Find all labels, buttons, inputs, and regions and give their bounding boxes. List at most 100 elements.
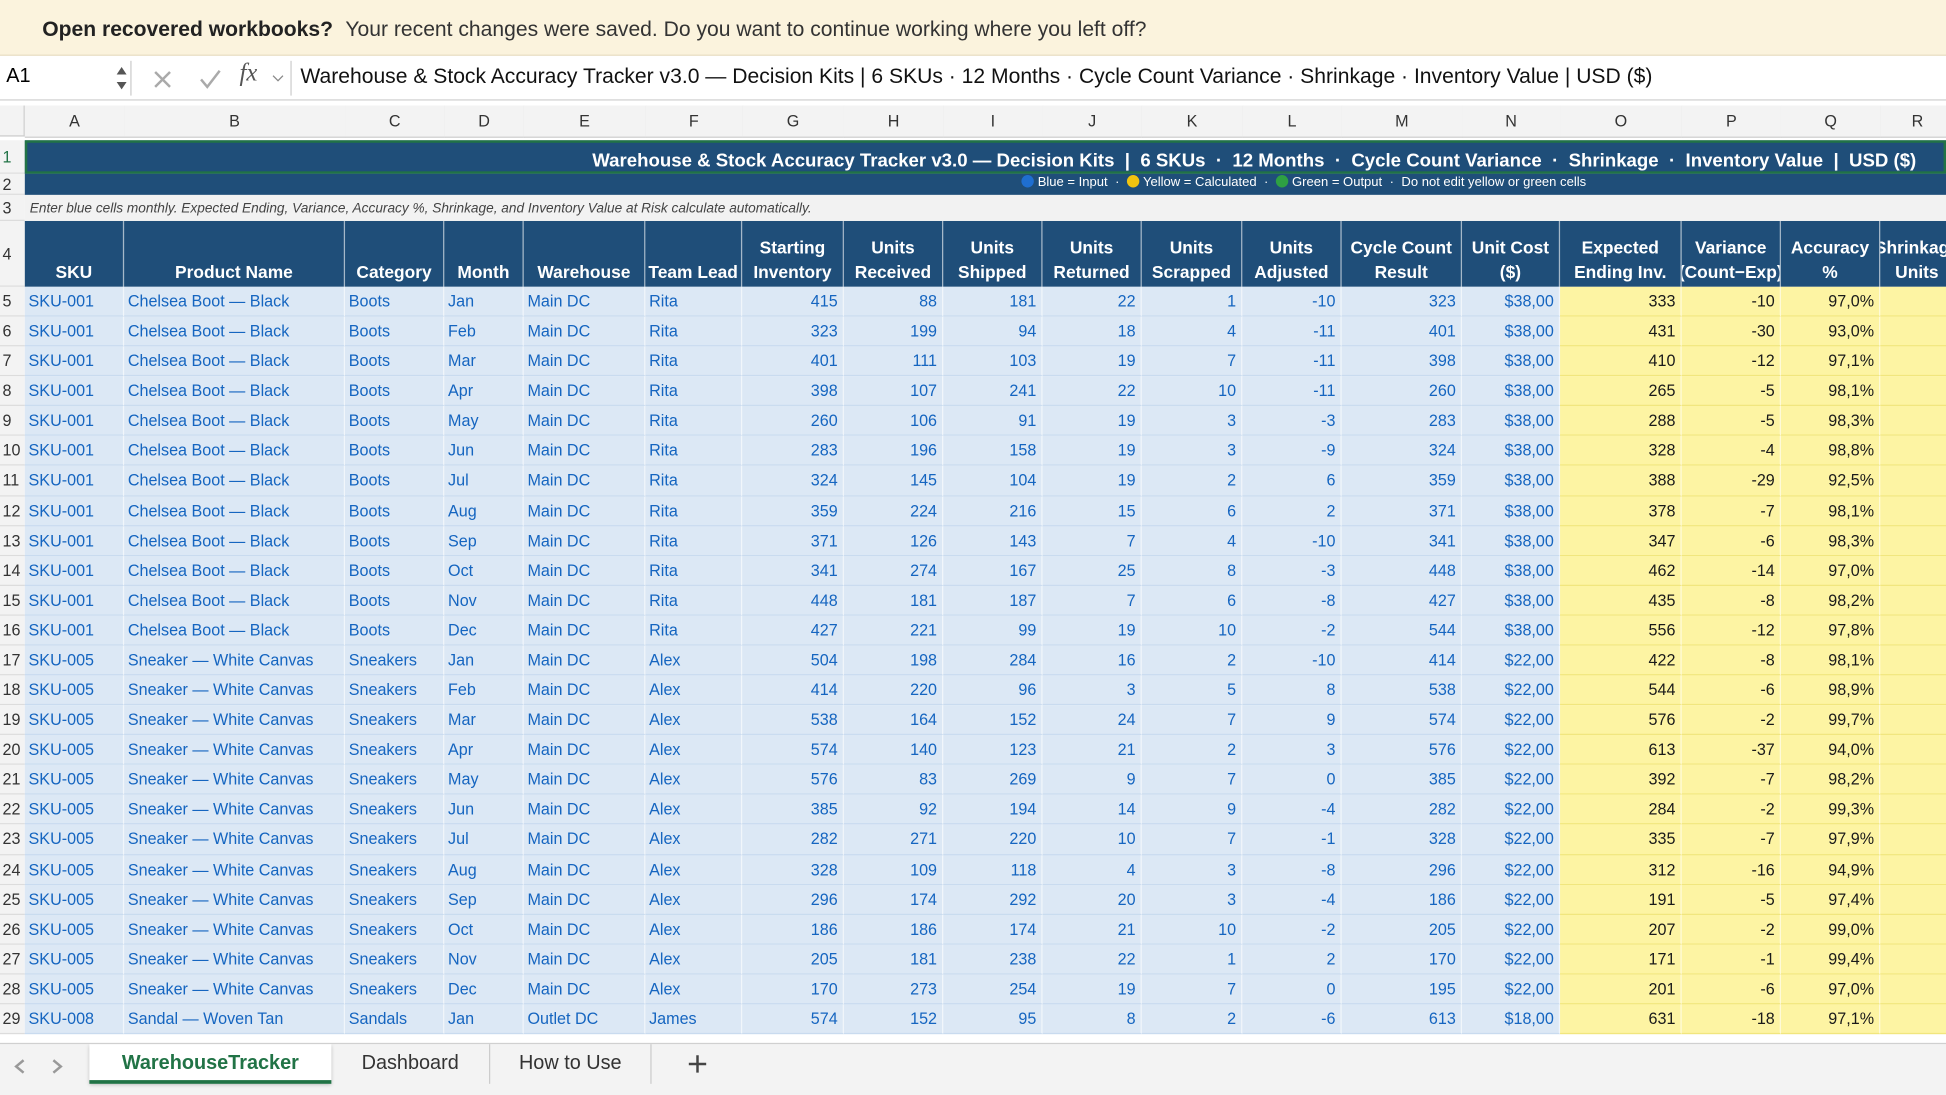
input-cell[interactable]: Sandals [345,1004,444,1034]
input-cell[interactable]: 22 [1043,376,1142,406]
column-header[interactable]: N [1462,106,1561,138]
input-cell[interactable]: Alex [645,915,742,945]
row-header[interactable]: 18 [0,675,25,705]
calculated-cell[interactable]: -2 [1682,705,1781,735]
input-cell[interactable]: $22,00 [1462,646,1560,676]
input-cell[interactable]: 143 [943,526,1042,556]
calculated-cell[interactable]: -5 [1682,376,1781,406]
calculated-cell[interactable]: 94,9% [1781,855,1880,885]
input-cell[interactable]: Chelsea Boot — Black [124,466,345,496]
input-cell[interactable]: 4 [1142,317,1243,347]
input-cell[interactable]: Sneaker — White Canvas [124,825,345,855]
row-header[interactable]: 6 [0,317,25,347]
input-cell[interactable]: Main DC [524,466,646,496]
input-cell[interactable]: $22,00 [1462,675,1560,705]
calculated-cell[interactable]: 98,9% [1781,675,1880,705]
input-cell[interactable]: Boots [345,496,444,526]
input-cell[interactable]: SKU-001 [25,616,124,646]
input-cell[interactable]: -8 [1242,586,1341,616]
calculated-cell[interactable]: -6 [1682,974,1781,1004]
calculated-cell[interactable] [1880,855,1946,885]
input-cell[interactable]: SKU-005 [25,795,124,825]
calculated-cell[interactable] [1880,616,1946,646]
input-cell[interactable]: Sneakers [345,855,444,885]
row-header[interactable]: 25 [0,885,25,915]
input-cell[interactable]: Main DC [524,705,646,735]
input-cell[interactable]: SKU-001 [25,406,124,436]
input-cell[interactable]: Chelsea Boot — Black [124,616,345,646]
input-cell[interactable]: 282 [1342,795,1462,825]
column-header[interactable]: F [645,106,743,138]
name-box[interactable]: A1 [0,61,132,96]
input-cell[interactable]: SKU-001 [25,586,124,616]
calculated-cell[interactable]: -7 [1682,765,1781,795]
input-cell[interactable]: Rita [645,317,742,347]
input-cell[interactable]: $22,00 [1462,885,1560,915]
calculated-cell[interactable] [1880,556,1946,586]
input-cell[interactable]: 96 [943,675,1042,705]
input-cell[interactable]: 7 [1142,765,1243,795]
input-cell[interactable]: 194 [943,795,1042,825]
input-cell[interactable]: 427 [742,616,844,646]
input-cell[interactable]: 19 [1043,616,1142,646]
input-cell[interactable]: 24 [1043,705,1142,735]
input-cell[interactable]: 2 [1242,496,1341,526]
input-cell[interactable]: 186 [742,915,844,945]
input-cell[interactable]: Chelsea Boot — Black [124,526,345,556]
row-header[interactable]: 19 [0,705,25,735]
input-cell[interactable]: 8 [1142,556,1243,586]
input-cell[interactable]: 296 [742,885,844,915]
input-cell[interactable]: -9 [1242,436,1341,466]
input-cell[interactable]: 6 [1142,496,1243,526]
input-cell[interactable]: 19 [1043,406,1142,436]
input-cell[interactable]: Main DC [524,586,646,616]
calculated-cell[interactable]: 97,4% [1781,885,1880,915]
row-header[interactable]: 27 [0,944,25,974]
input-cell[interactable]: $38,00 [1462,526,1560,556]
input-cell[interactable]: 576 [742,765,844,795]
input-cell[interactable]: $22,00 [1462,765,1560,795]
input-cell[interactable]: Jul [444,466,523,496]
input-cell[interactable]: 205 [1342,915,1462,945]
input-cell[interactable]: $22,00 [1462,974,1560,1004]
input-cell[interactable]: Alex [645,825,742,855]
input-cell[interactable]: SKU-008 [25,1004,124,1034]
calculated-cell[interactable]: 207 [1560,915,1682,945]
input-cell[interactable]: 91 [943,406,1042,436]
input-cell[interactable]: 181 [844,586,943,616]
input-cell[interactable]: Chelsea Boot — Black [124,436,345,466]
input-cell[interactable]: Chelsea Boot — Black [124,556,345,586]
row-header[interactable]: 9 [0,406,25,436]
input-cell[interactable]: 106 [844,406,943,436]
input-cell[interactable]: $38,00 [1462,466,1560,496]
row-header[interactable]: 13 [0,526,25,556]
input-cell[interactable]: Sandal — Woven Tan [124,1004,345,1034]
calculated-cell[interactable]: 431 [1560,317,1682,347]
calculated-cell[interactable] [1880,317,1946,347]
input-cell[interactable]: Rita [645,616,742,646]
calculated-cell[interactable]: 388 [1560,466,1682,496]
input-cell[interactable]: 94 [943,317,1042,347]
calculated-cell[interactable]: -7 [1682,496,1781,526]
input-cell[interactable]: 385 [742,795,844,825]
input-cell[interactable]: SKU-001 [25,466,124,496]
input-cell[interactable]: 21 [1043,735,1142,765]
input-cell[interactable]: $22,00 [1462,944,1560,974]
input-cell[interactable]: 544 [1342,616,1462,646]
calculated-cell[interactable]: 613 [1560,735,1682,765]
input-cell[interactable]: 19 [1043,347,1142,377]
calculated-cell[interactable] [1880,944,1946,974]
row-header[interactable]: 26 [0,915,25,945]
input-cell[interactable]: Boots [345,586,444,616]
column-header[interactable]: L [1242,106,1343,138]
input-cell[interactable]: Oct [444,556,523,586]
input-cell[interactable]: Rita [645,406,742,436]
input-cell[interactable]: 7 [1043,586,1142,616]
input-cell[interactable]: Boots [345,287,444,317]
input-cell[interactable]: 398 [1342,347,1462,377]
input-cell[interactable]: Sneakers [345,915,444,945]
input-cell[interactable]: 359 [1342,466,1462,496]
calculated-cell[interactable]: -6 [1682,526,1781,556]
input-cell[interactable]: Boots [345,347,444,377]
input-cell[interactable]: SKU-001 [25,496,124,526]
